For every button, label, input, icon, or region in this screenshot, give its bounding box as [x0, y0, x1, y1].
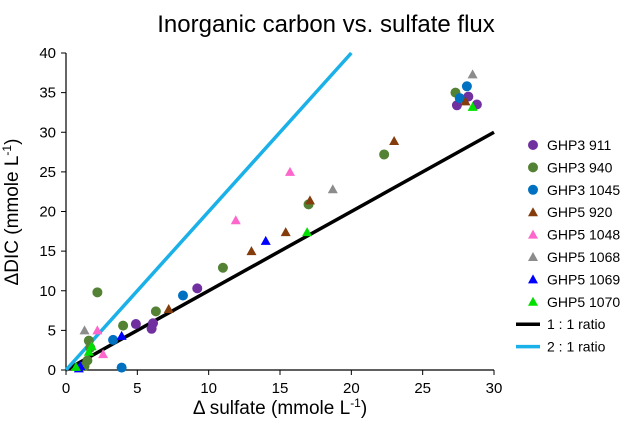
legend-label: 2 : 1 ratio — [547, 339, 606, 355]
data-point — [454, 93, 465, 104]
data-point — [98, 349, 109, 359]
x-tick-label: 25 — [414, 380, 431, 397]
data-point — [460, 96, 471, 106]
data-point — [260, 235, 271, 245]
legend-label: GHP3 911 — [547, 137, 612, 153]
data-point — [528, 274, 538, 284]
data-point — [528, 229, 538, 239]
data-point — [83, 346, 94, 356]
y-tick-label: 5 — [48, 322, 56, 339]
legend-label: GHP3 1045 — [547, 182, 620, 198]
data-point — [302, 227, 313, 237]
data-point — [327, 184, 338, 194]
data-point — [79, 325, 90, 335]
x-axis-label-sup: -1 — [350, 396, 361, 410]
data-point — [192, 283, 203, 294]
data-point — [70, 361, 81, 371]
legend-label: GHP5 1068 — [547, 249, 620, 265]
data-point — [467, 101, 478, 111]
legend-label: GHP5 1069 — [547, 271, 620, 287]
y-tick-label: 25 — [39, 164, 56, 181]
x-axis-label-main: Δ sulfate (mmole L — [193, 398, 350, 419]
reference-line — [65, 130, 495, 372]
data-point — [118, 320, 129, 331]
data-point — [92, 325, 103, 335]
data-point — [148, 318, 159, 329]
data-point — [217, 262, 228, 273]
x-tick-label: 10 — [200, 380, 217, 397]
y-tick-label: 15 — [39, 243, 56, 260]
data-point — [246, 246, 257, 256]
x-tick-label: 15 — [272, 380, 289, 397]
legend-marker — [528, 162, 538, 173]
x-tick-label: 30 — [486, 380, 503, 397]
data-point — [92, 287, 103, 298]
y-tick-label: 35 — [39, 85, 56, 102]
data-point — [116, 330, 127, 340]
y-axis-label-suffix: ) — [2, 139, 23, 145]
y-axis-ticks: 0 5 10 15 20 25 30 35 40 — [39, 45, 66, 379]
data-point — [163, 303, 174, 313]
data-point — [280, 227, 291, 237]
data-point — [116, 362, 127, 373]
data-point — [304, 195, 315, 205]
reference-lines — [64, 51, 495, 372]
reference-line — [64, 51, 353, 372]
data-point — [389, 135, 400, 145]
data-points — [70, 69, 482, 373]
data-point — [177, 290, 188, 301]
data-point — [108, 334, 119, 345]
legend-label: GHP5 1070 — [547, 294, 620, 310]
x-axis-ticks: 0 5 10 15 20 25 30 — [62, 370, 503, 397]
legend-label: GHP3 940 — [547, 159, 613, 175]
data-point — [230, 215, 241, 225]
data-point — [528, 252, 538, 261]
data-point — [82, 355, 93, 366]
legend-label: GHP5 1048 — [547, 227, 620, 243]
data-point — [130, 319, 141, 330]
data-point — [461, 81, 472, 92]
data-point — [467, 69, 478, 79]
y-axis-label: ΔDIC (mmole L-1) — [0, 139, 23, 286]
y-tick-label: 20 — [39, 204, 56, 221]
legend-marker — [528, 140, 538, 150]
data-point — [284, 166, 295, 176]
y-tick-label: 10 — [39, 283, 56, 300]
legend-label: 1 : 1 ratio — [547, 316, 606, 332]
data-point — [528, 296, 538, 306]
data-point — [150, 306, 161, 317]
data-point — [379, 149, 390, 160]
x-tick-label: 0 — [62, 380, 70, 397]
x-tick-label: 5 — [133, 380, 141, 397]
plot-area — [64, 51, 495, 373]
y-axis-label-main: ΔDIC (mmole L — [2, 156, 23, 286]
y-tick-label: 40 — [39, 45, 56, 62]
y-axis-label-sup: -1 — [0, 145, 14, 156]
legend: GHP3 911 GHP3 940 GHP3 1045 GHP5 920 GHP5 10… — [516, 137, 620, 355]
data-point — [528, 207, 538, 217]
y-tick-label: 0 — [48, 362, 56, 379]
x-axis-label-suffix: ) — [361, 398, 367, 419]
chart-title: Inorganic carbon vs. sulfate flux — [157, 11, 495, 38]
legend-label: GHP5 920 — [547, 204, 613, 220]
x-axis-label: Δ sulfate (mmole L-1) — [193, 396, 367, 419]
x-tick-label: 20 — [343, 380, 360, 397]
y-tick-label: 30 — [39, 124, 56, 141]
legend-marker — [528, 184, 538, 195]
